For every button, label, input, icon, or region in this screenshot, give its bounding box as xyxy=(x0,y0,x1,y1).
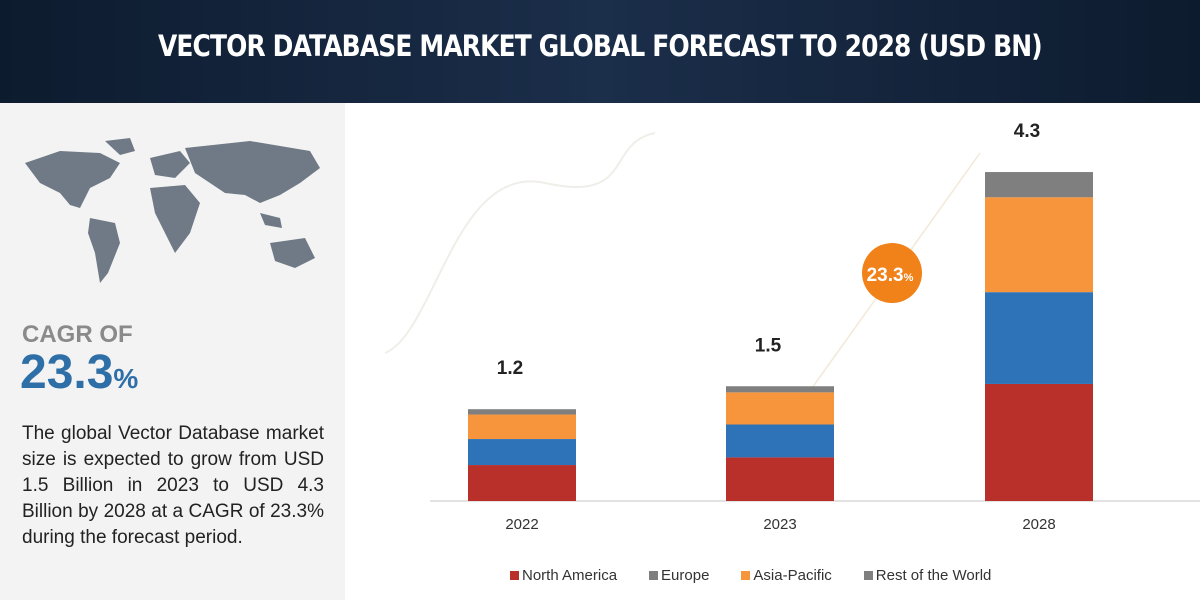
bar-segment-europe-2023 xyxy=(726,424,834,458)
x-tick-label: 2028 xyxy=(1022,516,1055,533)
cagr-bubble: 23.3% xyxy=(862,243,922,303)
legend-item: North America xyxy=(510,567,617,584)
bar-segment-north-america-2028 xyxy=(985,383,1093,501)
legend-item: Europe xyxy=(649,567,709,584)
bar-total-label: 4.3 xyxy=(1014,121,1040,142)
bar-segment-europe-2022 xyxy=(468,439,576,466)
x-tick-label: 2022 xyxy=(505,516,538,533)
bar-segment-rest-of-the-world-2028 xyxy=(985,172,1093,198)
legend-swatch xyxy=(741,571,751,580)
cagr-percent: % xyxy=(113,363,139,394)
legend-label: Rest of the World xyxy=(875,567,992,584)
market-description: The global Vector Database market size i… xyxy=(22,423,324,548)
stacked-bar-chart: 1.2 2022 1.5 2023 4.3 2028 23.3% North Americ… xyxy=(345,103,1200,600)
bar-segment-north-america-2022 xyxy=(468,465,576,501)
bar-segment-asia-pacific-2023 xyxy=(726,392,834,425)
x-tick-label: 2023 xyxy=(763,516,796,533)
legend-label: Europe xyxy=(661,567,710,584)
bar-segment-rest-of-the-world-2022 xyxy=(468,409,576,415)
bar-segment-north-america-2023 xyxy=(726,457,834,501)
bar-total-label: 1.5 xyxy=(755,335,782,356)
summary-panel: CAGR OF 23.3% The global Vector Database… xyxy=(0,103,345,600)
title-bar: VECTOR DATABASE MARKET GLOBAL FORECAST T… xyxy=(0,0,1200,103)
cagr-bubble-circle xyxy=(862,243,922,303)
legend-swatch xyxy=(649,571,659,580)
cagr-value: 23.3% xyxy=(20,345,138,400)
chart-legend: North America Europe Asia-Pacific Rest of t… xyxy=(510,567,991,584)
bar-segment-rest-of-the-world-2023 xyxy=(726,386,834,393)
legend-swatch xyxy=(863,571,873,580)
decorative-curve xyxy=(384,132,656,354)
chart-plot: 1.2 2022 1.5 2023 4.3 2028 23.3% xyxy=(384,121,1200,533)
legend-label: North America xyxy=(522,567,618,584)
cagr-bubble-text: 23.3% xyxy=(867,265,914,286)
legend-item: Asia-Pacific xyxy=(741,567,832,584)
bar-segment-asia-pacific-2022 xyxy=(468,414,576,440)
world-map-icon xyxy=(25,138,320,283)
legend-label: Asia-Pacific xyxy=(753,567,832,584)
page-title: VECTOR DATABASE MARKET GLOBAL FORECAST T… xyxy=(158,28,1043,63)
bar-segment-asia-pacific-2028 xyxy=(985,197,1093,293)
bar-segment-europe-2028 xyxy=(985,292,1093,384)
legend-swatch xyxy=(510,571,519,580)
cagr-number: 23.3 xyxy=(20,346,114,399)
cagr-label: CAGR OF xyxy=(22,321,133,348)
bar-total-label: 1.2 xyxy=(497,358,523,379)
legend-item: Rest of the World xyxy=(863,567,992,584)
